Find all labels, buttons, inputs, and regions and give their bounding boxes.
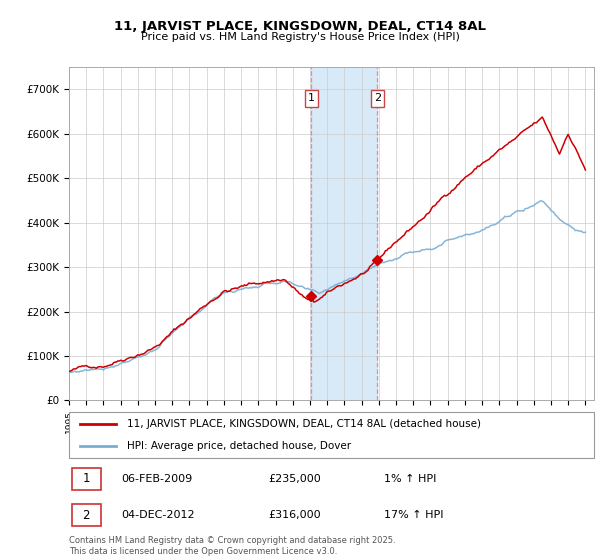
Text: 2: 2 bbox=[82, 508, 90, 521]
Text: 11, JARVIST PLACE, KINGSDOWN, DEAL, CT14 8AL: 11, JARVIST PLACE, KINGSDOWN, DEAL, CT14… bbox=[114, 20, 486, 32]
Text: 2: 2 bbox=[374, 94, 381, 103]
FancyBboxPatch shape bbox=[69, 412, 594, 458]
Text: 04-DEC-2012: 04-DEC-2012 bbox=[121, 510, 195, 520]
Text: 1% ↑ HPI: 1% ↑ HPI bbox=[384, 474, 436, 484]
Text: £235,000: £235,000 bbox=[269, 474, 321, 484]
FancyBboxPatch shape bbox=[71, 468, 101, 490]
Text: HPI: Average price, detached house, Dover: HPI: Average price, detached house, Dove… bbox=[127, 441, 351, 451]
Text: 17% ↑ HPI: 17% ↑ HPI bbox=[384, 510, 443, 520]
Text: 06-FEB-2009: 06-FEB-2009 bbox=[121, 474, 193, 484]
Text: 11, JARVIST PLACE, KINGSDOWN, DEAL, CT14 8AL (detached house): 11, JARVIST PLACE, KINGSDOWN, DEAL, CT14… bbox=[127, 419, 481, 430]
Text: Price paid vs. HM Land Registry's House Price Index (HPI): Price paid vs. HM Land Registry's House … bbox=[140, 32, 460, 42]
Text: 1: 1 bbox=[308, 94, 315, 103]
Text: 1: 1 bbox=[82, 473, 90, 486]
FancyBboxPatch shape bbox=[71, 504, 101, 526]
Text: Contains HM Land Registry data © Crown copyright and database right 2025.
This d: Contains HM Land Registry data © Crown c… bbox=[69, 536, 395, 556]
Bar bbox=[311, 67, 377, 400]
Text: £316,000: £316,000 bbox=[269, 510, 321, 520]
